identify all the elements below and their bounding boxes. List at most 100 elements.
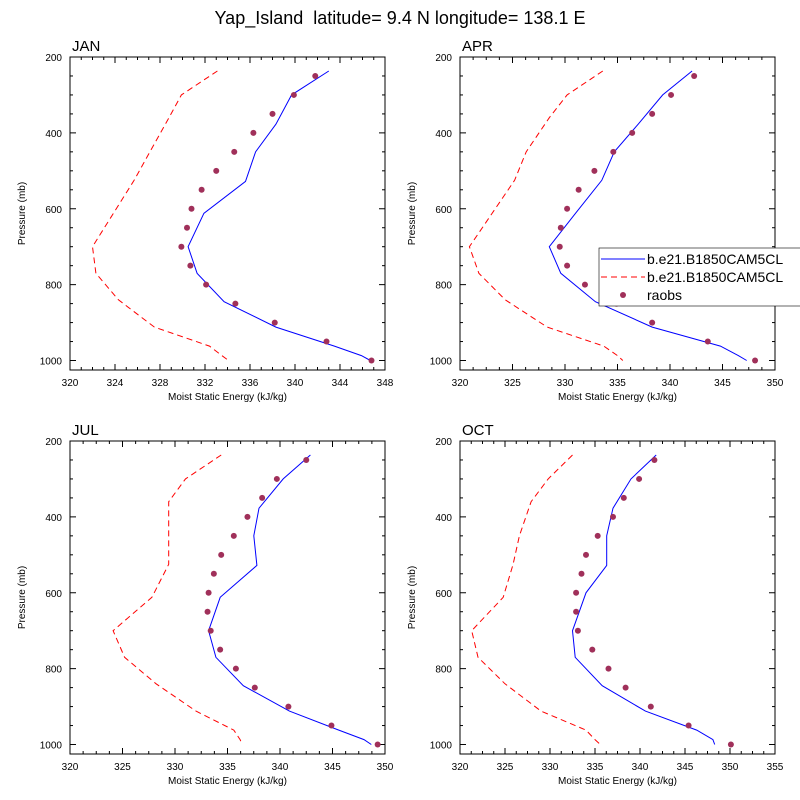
raobs-point xyxy=(620,494,627,501)
panel-apr: 320 325 330 335 340 345 350 200 400 600 800 1000 APR… xyxy=(407,38,784,403)
raobs-point xyxy=(273,475,280,482)
panel-title: APR xyxy=(462,38,493,55)
x-tick-label: 350 xyxy=(377,762,394,773)
raobs-point xyxy=(187,262,194,269)
panels: 320 324 328 332 336 340 344 348 200 400 600 800 1000… xyxy=(17,38,784,787)
raobs-point xyxy=(218,551,225,558)
raobs-point xyxy=(312,72,319,79)
raobs-point xyxy=(232,665,239,672)
raobs-point xyxy=(575,186,582,193)
raobs-point xyxy=(210,570,217,577)
x-axis-label: Moist Static Energy (kJ/kg) xyxy=(168,392,287,403)
raobs-point xyxy=(271,319,278,326)
raobs-point xyxy=(573,608,580,615)
y-axis-label: Pressure (mb) xyxy=(407,182,418,245)
panel-oct: 320 325 330 335 340 345 350 355 200 400 600 800 1000… xyxy=(407,422,784,787)
raobs-point xyxy=(591,167,598,174)
x-tick-label: 340 xyxy=(662,378,679,389)
x-tick-label: 325 xyxy=(114,762,131,773)
x-tick-label: 328 xyxy=(152,378,169,389)
raobs-point xyxy=(583,551,589,558)
x-tick-label: 350 xyxy=(722,762,739,773)
raobs-point xyxy=(328,722,335,729)
y-tick-label: 600 xyxy=(45,205,62,216)
x-tick-label: 325 xyxy=(497,762,514,773)
raobs-point xyxy=(230,532,237,539)
raobs-point xyxy=(303,456,310,463)
y-tick-label: 800 xyxy=(435,281,452,292)
x-tick-label: 340 xyxy=(632,762,649,773)
raobs-point xyxy=(752,357,759,364)
y-tick-label: 800 xyxy=(435,665,452,676)
x-tick-label: 345 xyxy=(714,378,731,389)
raobs-point xyxy=(207,627,214,634)
y-tick-label: 1000 xyxy=(40,741,63,752)
x-axis-label: Moist Static Energy (kJ/kg) xyxy=(558,392,677,403)
y-tick-label: 600 xyxy=(435,205,452,216)
plot-frame xyxy=(69,56,386,371)
plot-frame xyxy=(459,440,776,755)
raobs-point xyxy=(269,110,276,117)
raobs-point xyxy=(323,338,330,345)
panel-title: OCT xyxy=(462,422,494,439)
raobs-point xyxy=(564,205,571,212)
raobs-point xyxy=(178,243,185,250)
raobs-point xyxy=(605,665,612,672)
x-tick-label: 340 xyxy=(287,378,304,389)
y-tick-label: 600 xyxy=(435,589,452,600)
panel-jan: 320 324 328 332 336 340 344 348 200 400 600 800 1000… xyxy=(17,38,394,403)
raobs-point xyxy=(250,129,257,136)
model-line-dashed xyxy=(471,454,601,745)
raobs-point xyxy=(374,741,381,748)
y-tick-label: 200 xyxy=(45,437,62,448)
x-tick-label: 335 xyxy=(587,762,604,773)
raobs-point xyxy=(231,148,238,155)
y-tick-label: 200 xyxy=(435,437,452,448)
raobs-point xyxy=(581,281,588,288)
raobs-point xyxy=(578,570,585,577)
x-tick-label: 355 xyxy=(767,762,784,773)
raobs-point xyxy=(232,300,239,307)
model-line-solid xyxy=(187,70,371,361)
x-tick-label: 336 xyxy=(242,378,259,389)
x-tick-label: 325 xyxy=(504,378,521,389)
raobs-point xyxy=(727,741,734,748)
y-tick-label: 1000 xyxy=(40,357,63,368)
raobs-point xyxy=(251,684,258,691)
legend: b.e21.B1850CAM5CL b.e21.B1850CAM5CL raobs xyxy=(598,247,800,307)
y-axis-label: Pressure (mb) xyxy=(17,182,28,245)
x-tick-label: 345 xyxy=(677,762,694,773)
y-axis-label: Pressure (mb) xyxy=(407,566,418,629)
raobs-point xyxy=(188,205,195,212)
model-line-solid xyxy=(548,70,747,361)
raobs-point xyxy=(594,532,601,539)
legend-label: b.e21.B1850CAM5CL xyxy=(647,251,783,267)
y-tick-label: 400 xyxy=(45,129,62,140)
y-tick-label: 200 xyxy=(45,53,62,64)
raobs-point xyxy=(368,357,375,364)
model-line-dashed xyxy=(468,70,624,361)
raobs-point xyxy=(204,608,211,615)
raobs-point xyxy=(556,243,563,250)
raobs-point xyxy=(290,91,297,98)
x-axis-label: Moist Static Energy (kJ/kg) xyxy=(558,776,677,787)
x-tick-label: 350 xyxy=(767,378,784,389)
raobs-point xyxy=(244,513,251,520)
plot-frame xyxy=(69,440,386,755)
raobs-point xyxy=(704,338,711,345)
panel-title: JUL xyxy=(72,422,99,439)
raobs-point xyxy=(557,224,564,231)
x-tick-label: 330 xyxy=(542,762,559,773)
raobs-point xyxy=(622,684,629,691)
y-tick-label: 400 xyxy=(45,513,62,524)
panel-title: JAN xyxy=(72,38,100,55)
raobs-point xyxy=(564,262,571,269)
y-tick-label: 600 xyxy=(45,589,62,600)
x-tick-label: 330 xyxy=(557,378,574,389)
raobs-point xyxy=(647,703,654,710)
raobs-point xyxy=(205,589,212,596)
x-tick-label: 332 xyxy=(197,378,214,389)
raobs-point xyxy=(213,167,220,174)
raobs-point xyxy=(691,72,698,79)
